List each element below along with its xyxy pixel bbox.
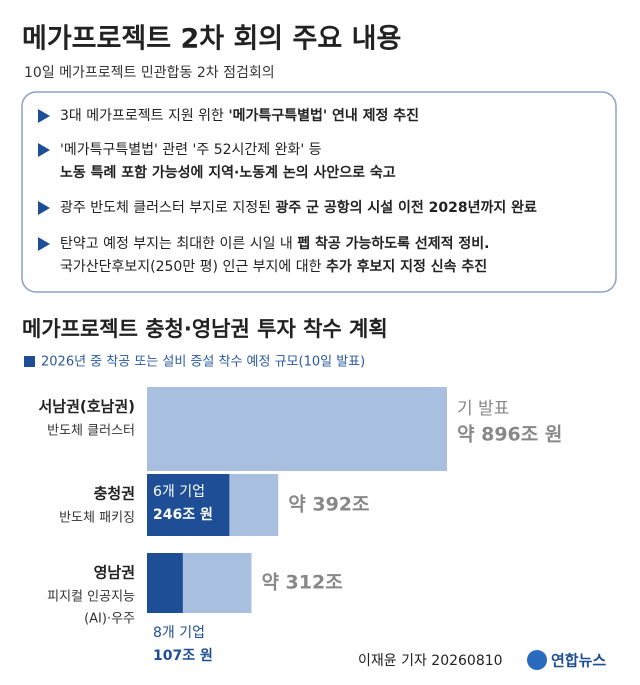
chart-title: 메가프로젝트 충청·영남권 투자 착수 계획 — [22, 317, 388, 341]
category-label: 영남권 — [94, 564, 135, 582]
legend-label: 2026년 중 착공 또는 설비 증설 착수 예정 규모(10일 발표) — [41, 355, 365, 370]
summary-line: 탄약고 예정 부지는 최대한 이른 시일 내 펩 착공 가능하도록 선제적 정비… — [60, 235, 490, 252]
summary-text: 노동 특례 포함 가능성에 지역·노동계 논의 사안으로 숙고 — [60, 164, 396, 181]
category-sublabel: 반도체 패키징 — [59, 511, 135, 526]
segment-value-label: 246조 원 — [153, 507, 213, 523]
value-label: 약 312조 — [261, 572, 342, 594]
company-label: 8개 기업 — [153, 625, 205, 641]
summary-text: 광주 반도체 클러스터 부지로 지정된 — [60, 200, 275, 216]
annotation: 기 발표 — [457, 399, 509, 419]
summary-line: 노동 특례 포함 가능성에 지역·노동계 논의 사안으로 숙고 — [60, 164, 396, 181]
summary-text: 추가 후보지 지정 신속 추진 — [326, 258, 487, 275]
summary-line: 3대 메가프로젝트 지원 위한 '메가특구특별법' 연내 제정 추진 — [60, 107, 419, 124]
summary-text: 3대 메가프로젝트 지원 위한 — [60, 108, 228, 124]
summary-line: 광주 반도체 클러스터 부지로 지정된 광주 군 공항의 시설 이전 2028년… — [60, 199, 537, 216]
category-label: 충청권 — [94, 485, 135, 503]
bullet — [38, 143, 50, 157]
bar-segment — [147, 553, 183, 613]
summary-text: 펩 착공 가능하도록 선제적 정비. — [297, 235, 489, 252]
value-label: 약 392조 — [288, 494, 369, 516]
bullet — [38, 201, 50, 215]
summary-box — [21, 91, 617, 293]
category-sublabel: 반도체 클러스터 — [47, 424, 135, 439]
value-label: 약 896조 원 — [457, 424, 562, 446]
segment-value-label: 107조 원 — [153, 648, 213, 664]
bullet — [38, 109, 50, 123]
summary-text: 탄약고 예정 부지는 최대한 이른 시일 내 — [60, 236, 297, 252]
summary-text: '메가특구특별법' 연내 제정 추진 — [228, 107, 419, 124]
company-label: 6개 기업 — [153, 484, 205, 500]
summary-text: 국가산단후보지(250만 평) 인근 부지에 대한 — [60, 259, 326, 275]
summary-text: '메가특구특별법' 관련 '주 52시간제 완화' 등 — [60, 142, 322, 158]
subtitle: 10일 메가프로젝트 민관합동 2차 점검회의 — [24, 65, 275, 81]
summary-line: '메가특구특별법' 관련 '주 52시간제 완화' 등 — [60, 142, 322, 158]
bar — [147, 387, 447, 471]
credit: 이재윤 기자 20260810 — [358, 653, 503, 669]
category-sublabel: (AI)·우주 — [84, 612, 135, 627]
legend-swatch — [24, 356, 35, 367]
title: 메가프로젝트 2차 회의 주요 내용 — [22, 24, 401, 55]
category-sublabel: 피지컬 인공지능 — [47, 590, 135, 605]
summary-text: 광주 군 공항의 시설 이전 2028년까지 완료 — [275, 199, 537, 216]
bar-segment — [147, 474, 230, 536]
logo: 연합뉴스 — [551, 652, 606, 670]
summary-line: 국가산단후보지(250만 평) 인근 부지에 대한 추가 후보지 지정 신속 추… — [60, 258, 487, 275]
bullet — [38, 237, 50, 251]
category-label: 서남권(호남권) — [38, 398, 135, 416]
logo-icon — [527, 650, 547, 670]
